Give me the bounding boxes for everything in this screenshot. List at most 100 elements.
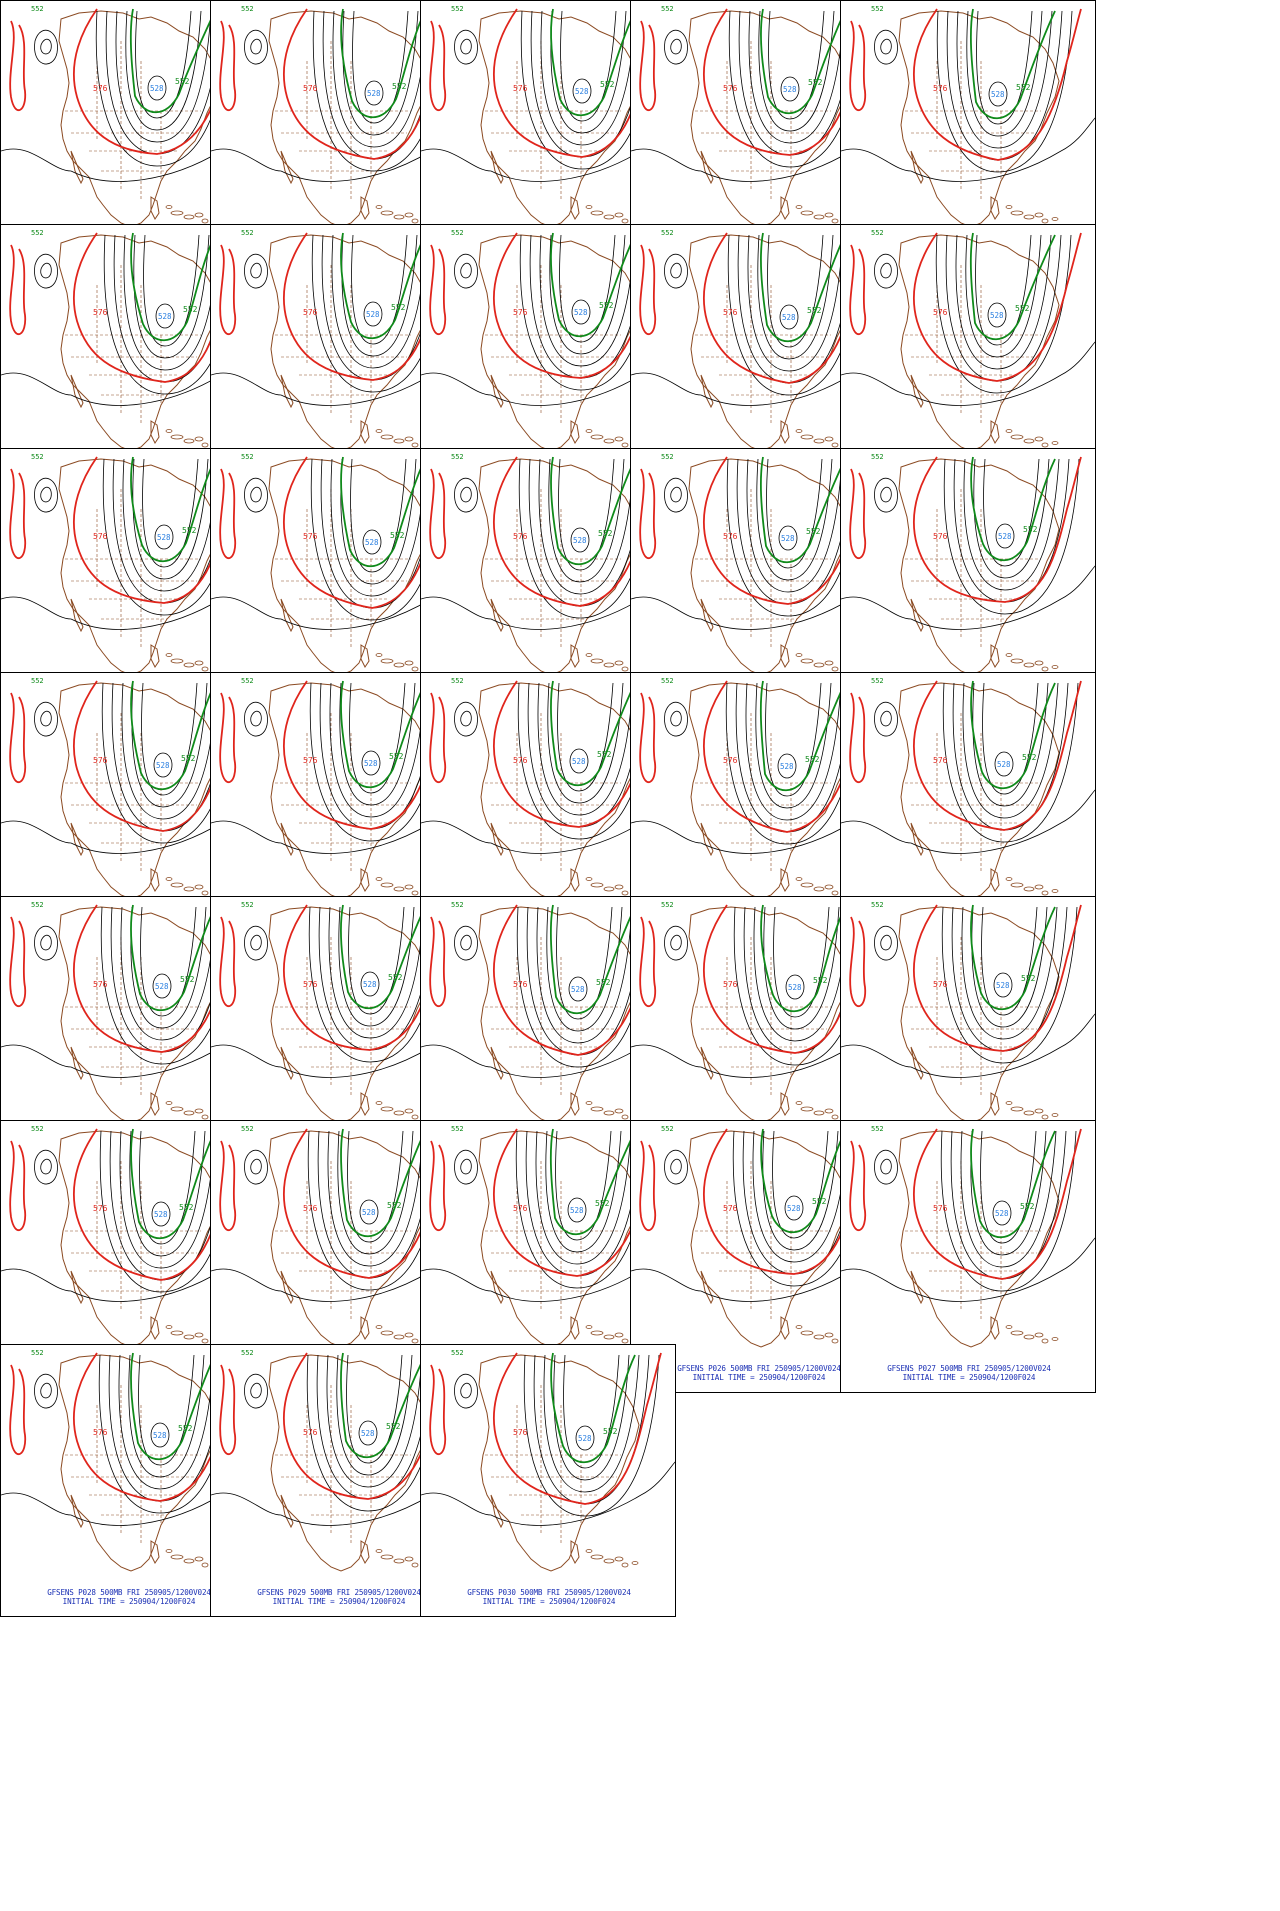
caribbean-island [603, 214, 615, 220]
basemap [268, 1130, 430, 1348]
contour-label-552-top: 552 [661, 229, 674, 237]
political-borders [485, 1385, 621, 1545]
trough-contour [523, 1354, 660, 1517]
contour-576-pacific [429, 244, 447, 335]
caribbean-island [1051, 217, 1059, 221]
low-contour [364, 80, 384, 106]
low-contour [363, 301, 383, 327]
contour-552 [550, 1352, 636, 1464]
low-contour [569, 748, 589, 774]
trough-contour [981, 906, 1038, 1016]
caribbean-island [824, 660, 834, 666]
contour-576 [492, 1352, 662, 1505]
low-contour [362, 529, 382, 555]
coastline [898, 1130, 1060, 1348]
coastline [58, 1354, 220, 1572]
member-caption: GFSENS P026 500MB FRI 250905/1200V024 [677, 1364, 841, 1373]
contour-552 [550, 8, 636, 117]
trough-contour [557, 682, 614, 792]
low-center-label: 528 [991, 90, 1005, 99]
trough-contour [935, 234, 1072, 394]
caribbean-island [380, 882, 394, 888]
caribbean-island [1034, 212, 1044, 218]
basemap [268, 682, 430, 900]
florida-outline [360, 196, 370, 220]
caribbean-island [380, 1330, 394, 1336]
caribbean-island [170, 882, 184, 888]
low-center-label: 528 [578, 1434, 592, 1443]
florida-outline [360, 420, 370, 444]
contour-576-pacific [429, 1140, 447, 1231]
height-contour-map: 576 552 552 528 [631, 5, 885, 228]
contour-552 [759, 456, 846, 564]
caribbean-island [614, 1332, 624, 1338]
caribbean-island [201, 1562, 209, 1568]
contour-label-576: 576 [303, 756, 318, 765]
low-contour [567, 1197, 587, 1223]
caribbean-island [614, 1556, 624, 1562]
low-center-label: 528 [150, 84, 164, 93]
political-borders [65, 1161, 201, 1321]
trough-contour [539, 234, 636, 367]
florida-outline [990, 196, 1000, 220]
caribbean-island [170, 1554, 184, 1560]
coastline [688, 234, 850, 452]
caribbean-island [411, 1338, 419, 1344]
caribbean-island [585, 653, 593, 657]
contour-552 [129, 8, 216, 114]
contour-576 [912, 456, 1082, 603]
caribbean-island [165, 205, 173, 209]
low-center-label: 528 [571, 985, 585, 994]
caribbean-island [194, 1556, 204, 1562]
low-center-label: 528 [782, 313, 796, 322]
basemap [898, 10, 1060, 228]
caribbean-island [1034, 436, 1044, 442]
florida-outline [570, 868, 580, 892]
southern-contour [841, 341, 1095, 406]
low-center-label: 528 [998, 532, 1012, 541]
trough-contour [120, 906, 217, 1041]
height-contour-map: 576 552 552 528 [421, 1125, 675, 1348]
low-contour [572, 78, 592, 104]
low-center-label: 528 [362, 1208, 376, 1217]
coastline [268, 1130, 430, 1348]
contour-label-552: 552 [179, 1203, 194, 1212]
low-center-label: 528 [367, 89, 381, 98]
height-contour-map: 576 552 552 528 [841, 229, 1095, 452]
contour-label-552-top: 552 [871, 677, 884, 685]
caribbean-island [590, 658, 604, 664]
contour-576-pacific [849, 692, 867, 783]
caribbean-island [800, 1330, 814, 1336]
pacific-high-inner-contour [670, 1158, 682, 1175]
caribbean-island [393, 886, 405, 892]
contour-label-576: 576 [513, 308, 528, 317]
contour-552 [550, 456, 636, 566]
coastline [688, 1130, 850, 1348]
contour-label-576: 576 [933, 532, 948, 541]
contour-label-552: 552 [181, 754, 196, 763]
trough-contour [955, 234, 1052, 370]
trough-contour [327, 1130, 424, 1267]
forecast-panel: 576 552 552 528 GFSENS P030 500MB FRI 250905… [420, 1344, 676, 1617]
pacific-high-inner-contour [670, 934, 682, 951]
caribbean-island [1023, 662, 1035, 668]
pacific-high-inner-contour [670, 38, 682, 55]
contour-label-576: 576 [303, 308, 318, 317]
trough-contour [763, 906, 840, 1030]
contour-label-576: 576 [933, 980, 948, 989]
caribbean-island [1010, 434, 1024, 440]
caribbean-island [1041, 218, 1049, 224]
caribbean-island [393, 662, 405, 668]
contour-576-pacific [429, 20, 447, 111]
contour-576-pacific [219, 692, 237, 783]
baja-outline [280, 822, 294, 857]
trough-contour [331, 234, 428, 369]
contour-576-pacific [849, 468, 867, 559]
caribbean-island [1034, 660, 1044, 666]
contour-576-pacific [639, 20, 657, 111]
contour-label-552: 552 [391, 303, 406, 312]
low-contour [360, 971, 380, 997]
pacific-high-contour [34, 701, 58, 737]
caribbean-island [380, 1106, 394, 1112]
trough-contour [352, 10, 409, 124]
